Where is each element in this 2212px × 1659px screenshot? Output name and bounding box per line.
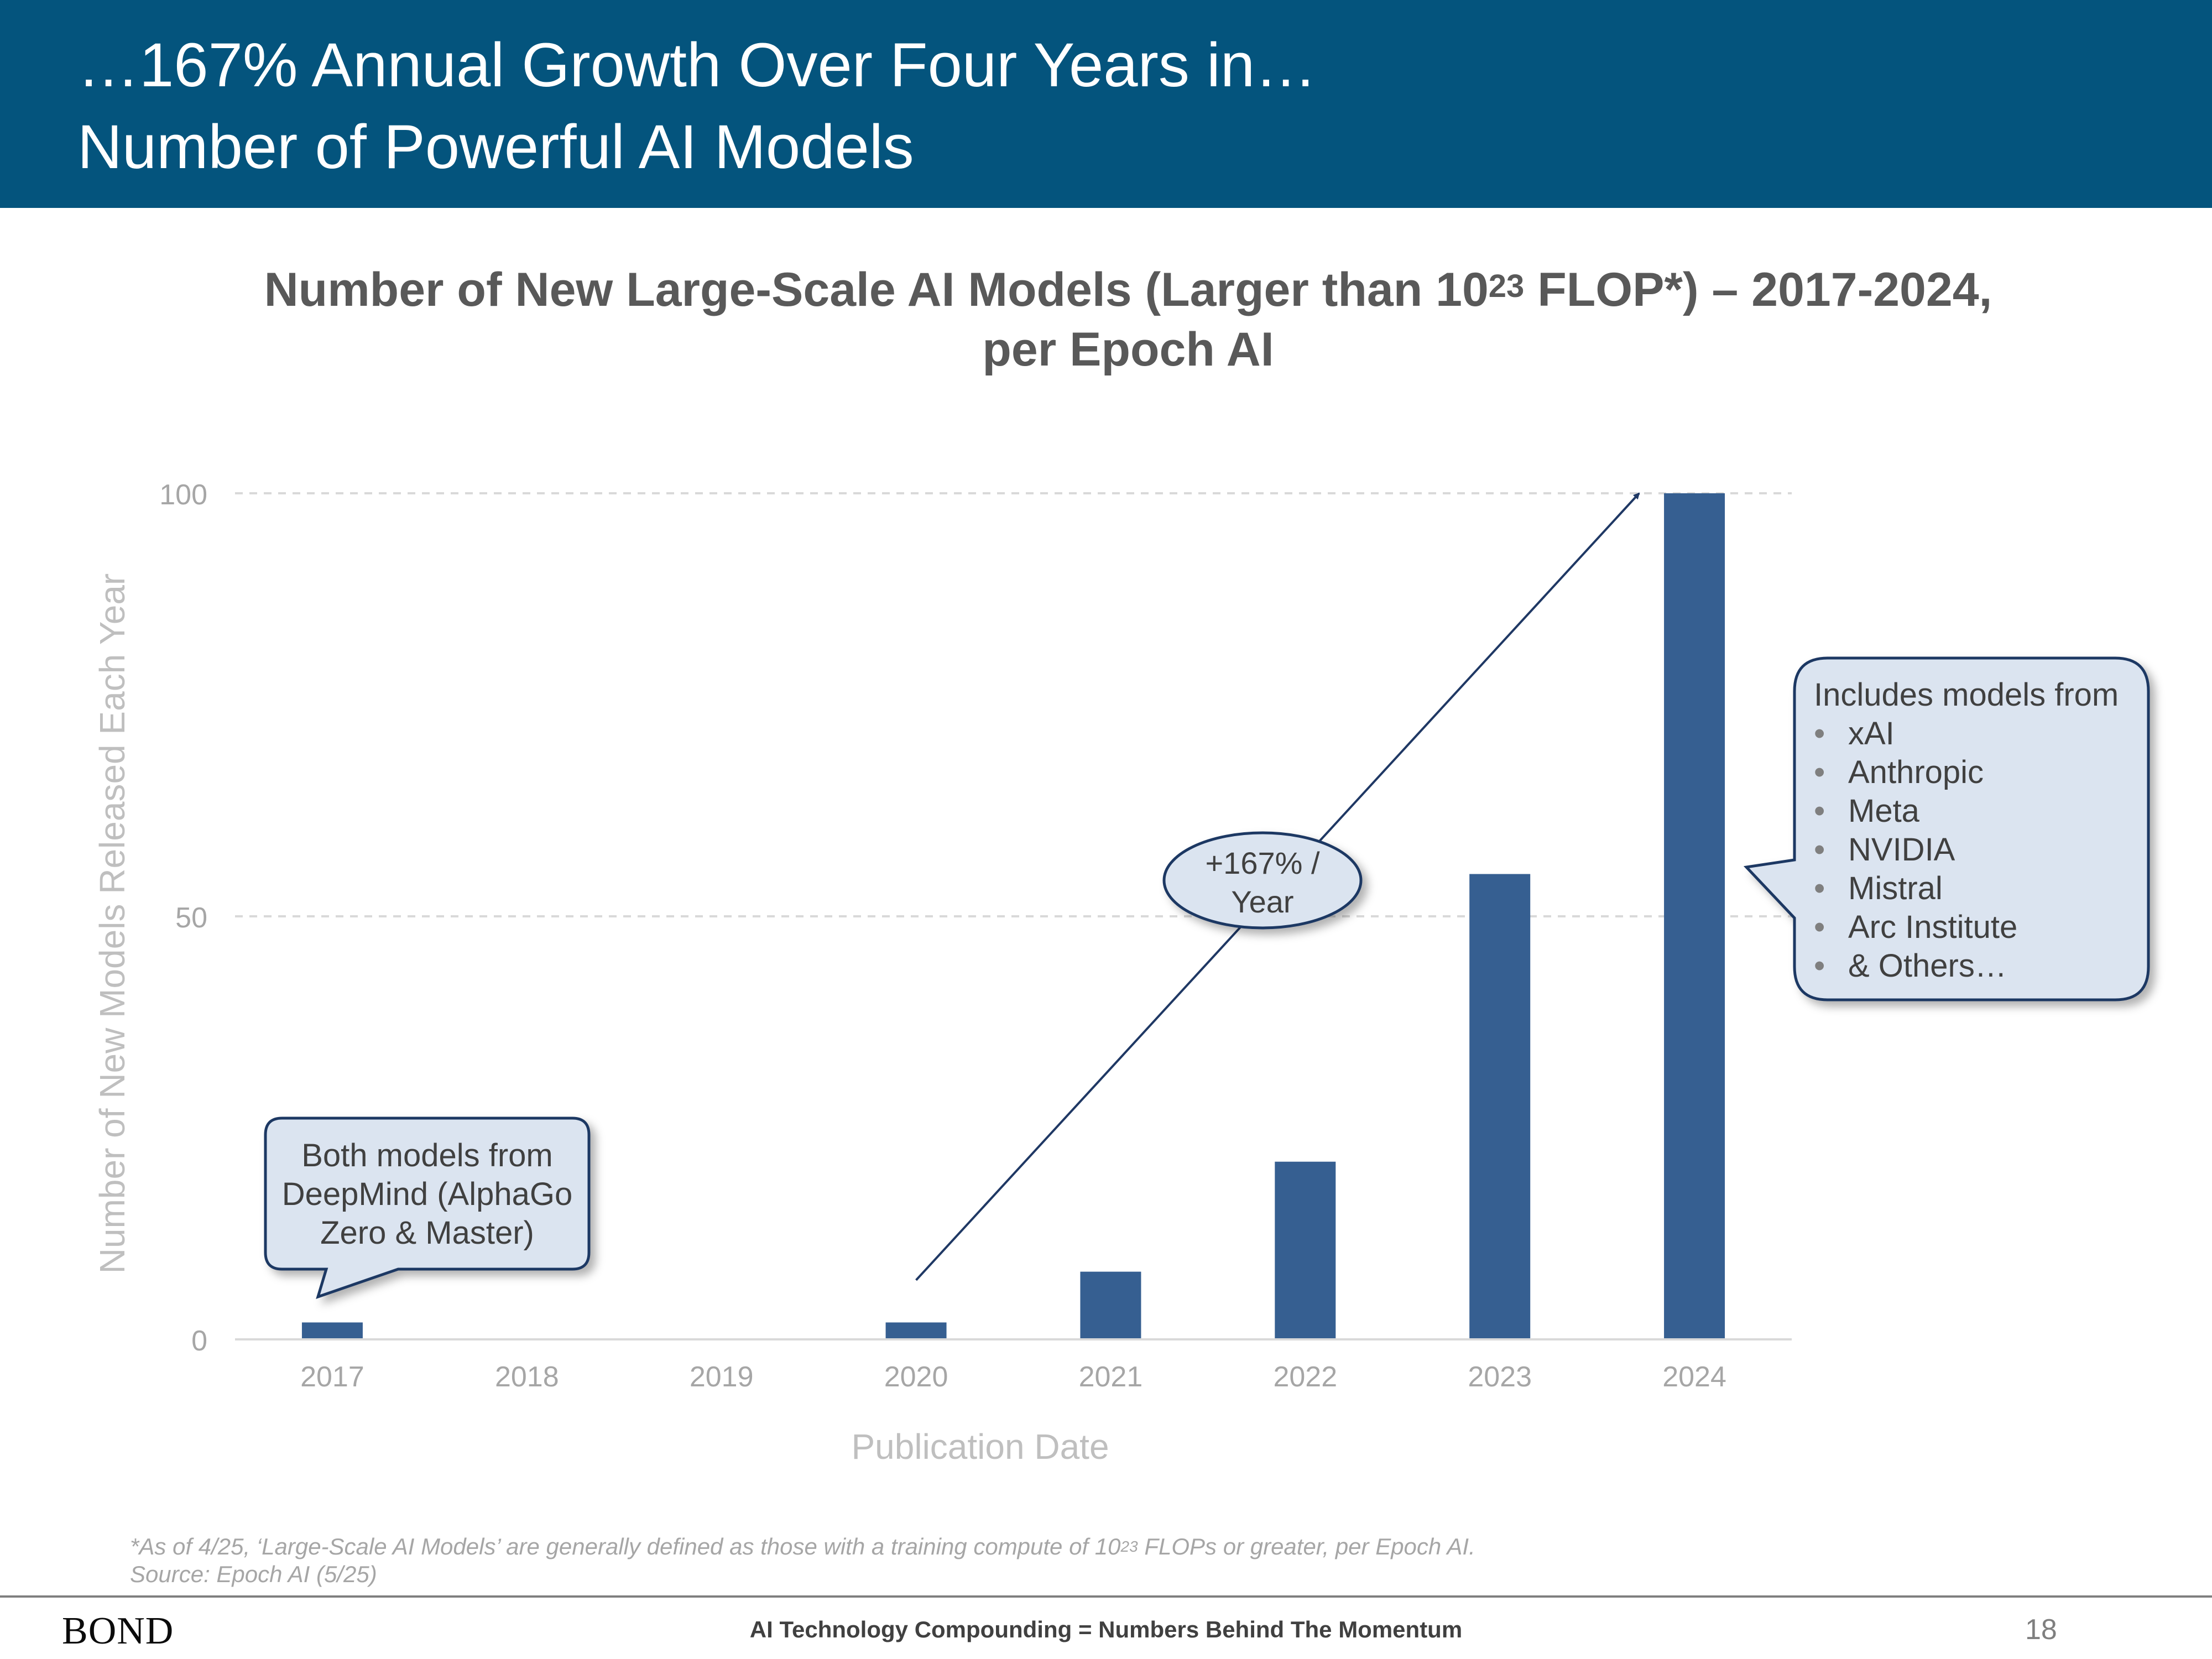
- right-callout-list: • xAI • Anthropic • Meta • NVIDIA • Mistral • Arc I…: [1814, 714, 2119, 985]
- list-item: • & Others…: [1814, 947, 2119, 985]
- bullet-glyph: •: [1814, 948, 1825, 984]
- trend-arrow: +167% / Year: [915, 492, 1640, 1281]
- list-item-label: xAI: [1848, 716, 1895, 752]
- growth-label-bubble: [1162, 831, 1363, 930]
- list-item-label: Mistral: [1848, 870, 1943, 906]
- left-callout-line-1: Both models from: [301, 1138, 553, 1173]
- brand-logo: BOND: [62, 1610, 174, 1652]
- slide-title-line-2: Number of Powerful AI Models: [77, 112, 914, 181]
- footer-tagline: AI Technology Compounding = Numbers Behi…: [749, 1616, 1463, 1642]
- list-item: • Mistral: [1814, 869, 2119, 908]
- bullet-glyph: •: [1814, 909, 1825, 945]
- growth-label-line-1: +167% /: [1205, 846, 1319, 880]
- footnote: *As of 4/25, ‘Large-Scale AI Models’ are…: [130, 1533, 1475, 1588]
- x-tick-label: 2024: [1662, 1361, 1726, 1393]
- footnote-exponent: 23: [1120, 1538, 1138, 1555]
- bar-2020: [885, 1322, 947, 1339]
- bullet-glyph: •: [1814, 870, 1825, 906]
- left-callout-line-3: Zero & Master): [320, 1215, 534, 1251]
- bar-2022: [1275, 1161, 1336, 1339]
- list-item: • Meta: [1814, 792, 2119, 831]
- list-item-label: Arc Institute: [1848, 909, 2018, 945]
- footnote-part-1: *As of 4/25, ‘Large-Scale AI Models’ are…: [130, 1533, 1121, 1559]
- list-item-label: NVIDIA: [1848, 832, 1955, 868]
- y-tick-label: 50: [175, 902, 207, 934]
- bars: [301, 493, 1725, 1339]
- footnote-part-2: FLOPs or greater, per Epoch AI.: [1138, 1533, 1475, 1559]
- footer-divider: [0, 1595, 2212, 1598]
- right-callout-heading: Includes models from: [1814, 677, 2119, 713]
- bullet-glyph: •: [1814, 754, 1825, 790]
- x-tick-label: 2020: [884, 1361, 948, 1393]
- axes: 0 50 100 2017 2018 2019 2020 2021 2022 2023 2024 Pu…: [92, 479, 1792, 1467]
- list-item: • xAI: [1814, 714, 2119, 753]
- chart-title-exponent: 23: [1488, 268, 1525, 304]
- gridlines: [235, 492, 1792, 917]
- x-tick-label: 2021: [1079, 1361, 1143, 1393]
- bar-2017: [301, 1322, 363, 1339]
- x-tick-label: 2022: [1273, 1361, 1337, 1393]
- left-callout-line-2: DeepMind (AlphaGo: [281, 1176, 573, 1212]
- chart-title-part-1: Number of New Large-Scale AI Models (Lar…: [264, 263, 1489, 316]
- list-item: • Anthropic: [1814, 753, 2119, 792]
- y-tick-label: 100: [159, 479, 207, 511]
- bar-2024: [1664, 493, 1725, 1339]
- x-tick-label: 2023: [1468, 1361, 1532, 1393]
- slide-header: …167% Annual Growth Over Four Years in… …: [0, 0, 2212, 208]
- list-item-label: Meta: [1848, 793, 1919, 829]
- page-number: 18: [2025, 1614, 2057, 1646]
- chart-title-line-2: per Epoch AI: [982, 323, 1274, 376]
- left-callout-bubble: [264, 1117, 591, 1299]
- bullet-glyph: •: [1814, 832, 1825, 868]
- x-tick-label: 2017: [300, 1361, 364, 1393]
- chart-title: Number of New Large-Scale AI Models (Lar…: [0, 260, 2212, 379]
- left-callout-text: Both models from DeepMind (AlphaGo Zero …: [271, 1136, 583, 1253]
- bullet-glyph: •: [1814, 793, 1825, 829]
- list-item: • Arc Institute: [1814, 908, 2119, 947]
- source-note: Source: Epoch AI (5/25): [130, 1561, 377, 1587]
- slide-title-line-1: …167% Annual Growth Over Four Years in…: [77, 30, 1317, 100]
- x-tick-label: 2018: [495, 1361, 559, 1393]
- chart-title-part-2: FLOP*) – 2017-2024,: [1524, 263, 1992, 316]
- right-callout-bubble: [1743, 656, 2150, 1001]
- x-axis-title: Publication Date: [851, 1427, 1109, 1467]
- y-axis-title: Number of New Models Released Each Year: [92, 573, 132, 1274]
- right-callout-text: Includes models from • xAI • Anthropic • Meta…: [1814, 676, 2119, 985]
- callouts: [264, 656, 2150, 1299]
- y-tick-label: 0: [191, 1325, 207, 1357]
- list-item-label: Anthropic: [1848, 754, 1984, 790]
- x-tick-label: 2019: [690, 1361, 754, 1393]
- list-item: • NVIDIA: [1814, 831, 2119, 869]
- growth-label-line-2: Year: [1231, 884, 1293, 919]
- bullet-glyph: •: [1814, 716, 1825, 752]
- list-item-label: & Others…: [1848, 948, 2007, 984]
- bar-2023: [1469, 874, 1531, 1339]
- bar-2021: [1080, 1271, 1141, 1339]
